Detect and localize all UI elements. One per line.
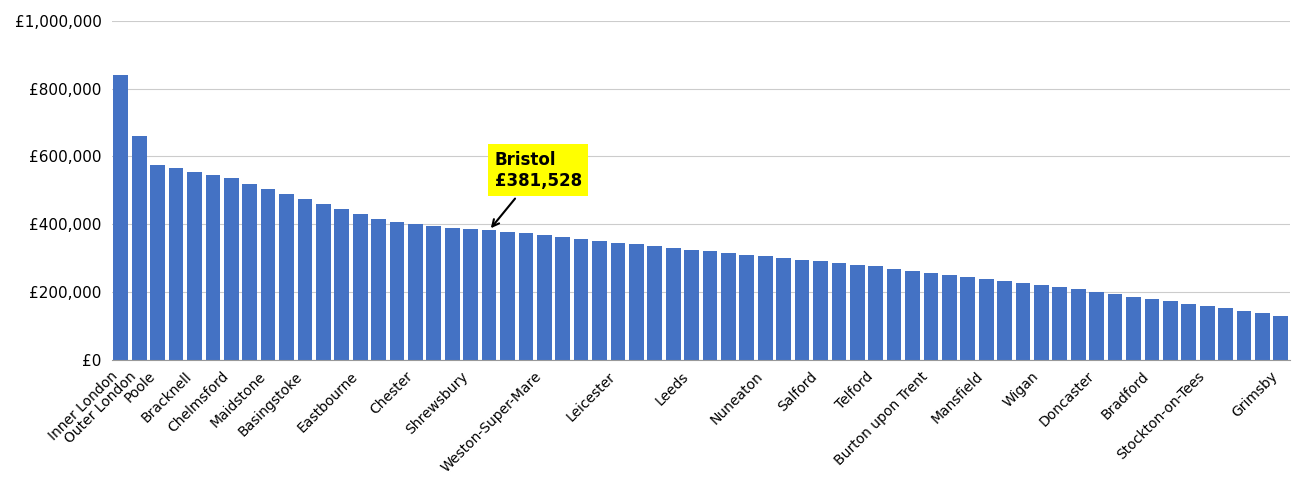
Bar [1199,306,1215,360]
Bar [334,209,350,360]
Text: Bristol
£381,528: Bristol £381,528 [492,151,582,226]
Bar [684,249,699,360]
Bar [1237,311,1251,360]
Bar [536,235,552,360]
Bar [1090,292,1104,360]
Bar [1181,304,1197,360]
Bar [408,224,423,360]
Bar [997,281,1011,360]
Bar [906,271,920,360]
Bar [942,275,957,360]
Bar [114,75,128,360]
Bar [150,165,164,360]
Bar [887,269,902,360]
Bar [702,251,718,360]
Bar [1034,285,1049,360]
Bar [979,279,993,360]
Bar [482,230,496,360]
Bar [611,243,625,360]
Bar [1052,287,1067,360]
Bar [647,246,662,360]
Bar [1144,299,1159,360]
Bar [261,189,275,360]
Bar [187,172,202,360]
Bar [850,265,865,360]
Bar [574,239,589,360]
Bar [776,258,791,360]
Bar [132,136,146,360]
Bar [868,267,883,360]
Bar [592,241,607,360]
Bar [500,232,515,360]
Bar [518,233,534,360]
Bar [445,227,459,360]
Bar [960,277,975,360]
Bar [371,219,386,360]
Bar [1274,316,1288,360]
Bar [168,168,184,360]
Bar [205,175,221,360]
Bar [1015,283,1031,360]
Bar [1071,290,1086,360]
Bar [1163,301,1177,360]
Bar [463,229,478,360]
Bar [629,245,643,360]
Bar [427,226,441,360]
Bar [666,248,680,360]
Bar [813,261,827,360]
Bar [316,204,330,360]
Bar [758,256,773,360]
Bar [795,260,809,360]
Bar [1108,294,1122,360]
Bar [740,255,754,360]
Bar [1255,313,1270,360]
Bar [279,194,294,360]
Bar [243,184,257,360]
Bar [298,199,312,360]
Bar [390,222,405,360]
Bar [1126,296,1141,360]
Bar [831,263,846,360]
Bar [224,178,239,360]
Bar [1218,308,1233,360]
Bar [722,253,736,360]
Bar [924,273,938,360]
Bar [556,237,570,360]
Bar [352,214,368,360]
